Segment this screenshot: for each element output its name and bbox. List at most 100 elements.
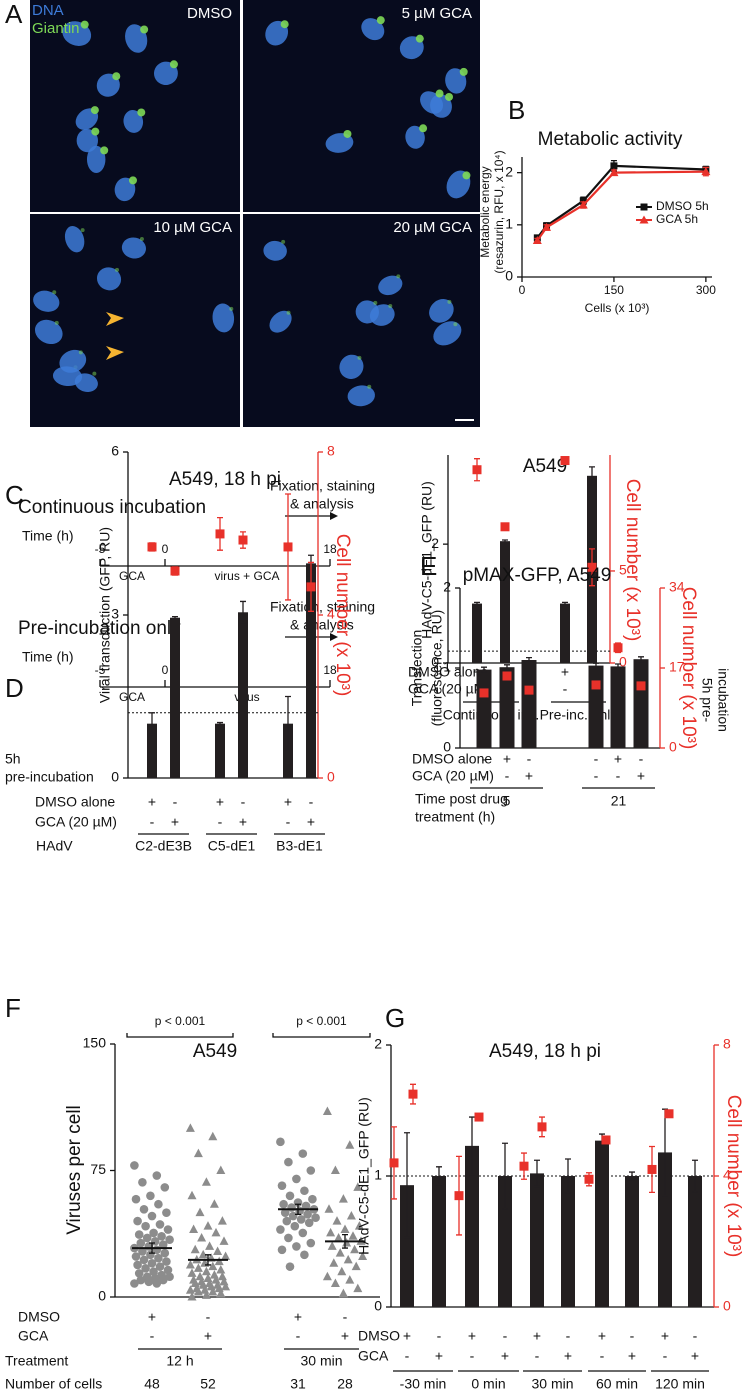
note: incubation: [715, 668, 731, 732]
cell-point: [185, 1123, 195, 1132]
tick-label: 0: [98, 1288, 106, 1304]
timeline-ticks: [99, 680, 331, 687]
cell-point: [158, 1275, 168, 1285]
error-bar: [629, 1171, 635, 1181]
cell-point: [138, 1247, 147, 1256]
cell-point: [340, 1224, 350, 1234]
bar: [498, 1176, 512, 1307]
cell-number-marker: [238, 535, 248, 545]
cell-point: [136, 1238, 146, 1248]
treatment-label: DMSO: [358, 1328, 400, 1344]
group-label: 30 min: [531, 1376, 573, 1392]
cell-point: [131, 1194, 141, 1204]
error-bar: [593, 662, 599, 669]
channel-label: DNA: [32, 2, 64, 19]
cell-point: [217, 1216, 227, 1225]
legend-marker: [639, 215, 649, 224]
treatment-mark: -: [594, 751, 599, 767]
cell-point: [157, 1231, 166, 1241]
cell-point: [335, 1248, 345, 1257]
treatment-mark: -: [482, 751, 487, 767]
group-label: C2-dE3B: [135, 838, 192, 854]
sem-bar: [342, 1233, 348, 1249]
cell-point: [162, 1208, 171, 1217]
error-bar: [240, 600, 246, 624]
treatment-mark: +: [564, 1348, 572, 1364]
note: 5h pre-: [699, 678, 715, 723]
group-label: B3-dE1: [276, 838, 323, 854]
group-label: 21: [611, 793, 627, 809]
cell-point: [208, 1261, 218, 1271]
treatment-mark: +: [148, 1309, 156, 1325]
bar: [465, 1145, 479, 1307]
treatment-mark: +: [691, 1348, 699, 1364]
treatment-mark: +: [307, 814, 315, 830]
golgi: [343, 129, 352, 138]
treatment-mark: -: [309, 794, 314, 810]
bar: [561, 1176, 575, 1307]
significance-label: p < 0.001: [155, 1014, 206, 1028]
scheme-title: Pre-incubation only: [18, 618, 181, 639]
cell-point: [134, 1269, 144, 1278]
cell-number-marker: [537, 1122, 547, 1132]
treatment-mark: -: [437, 1328, 442, 1344]
point: [609, 168, 619, 177]
cell-point: [187, 1190, 197, 1200]
cell-number-marker: [474, 1112, 484, 1122]
bar: [658, 1152, 672, 1307]
cell-number-marker: [584, 1174, 594, 1184]
cell-point: [354, 1221, 364, 1230]
scheme-endpoint: & analysis: [290, 496, 354, 512]
treatment-label: DMSO alone: [408, 664, 488, 680]
treatment-mark: -: [173, 794, 178, 810]
golgi: [229, 306, 234, 311]
golgi: [376, 16, 385, 25]
golgi: [139, 237, 144, 242]
error-bar: [285, 695, 291, 752]
cell-point: [301, 1201, 311, 1211]
tick-label: 2: [505, 163, 513, 179]
groups-title: treatment (h): [415, 809, 495, 825]
phase: GCA: [119, 690, 145, 704]
treatment-label: DMSO alone: [412, 751, 492, 767]
treatment-mark: +: [637, 768, 645, 784]
tick-label: 150: [83, 1035, 107, 1051]
cell-point: [350, 1244, 360, 1254]
cell-point: [290, 1221, 300, 1231]
timepoint: 18: [323, 542, 337, 556]
cell-point: [147, 1258, 157, 1268]
point: [578, 200, 588, 209]
chart-title: A549, 18 h pi: [169, 469, 281, 490]
tick-label: 0: [111, 769, 119, 785]
point: [542, 222, 552, 231]
cell-point: [163, 1225, 173, 1234]
cell-point: [284, 1157, 293, 1167]
cell-point: [216, 1288, 226, 1298]
cell-point: [296, 1215, 306, 1224]
bar: [306, 563, 316, 778]
treatment-mark: +: [341, 1328, 349, 1344]
cell-number-marker: [479, 688, 489, 698]
treatment-mark: -: [563, 681, 568, 697]
tick-label: 6: [111, 443, 119, 459]
group-label: 120 min: [655, 1376, 705, 1392]
golgi: [100, 146, 109, 155]
nucleus: [76, 128, 98, 153]
condition-label: 10 µM GCA: [153, 219, 232, 236]
treatment-mark: +: [284, 794, 292, 810]
ylabel: Transfection: [409, 630, 425, 707]
cell-number-marker: [560, 456, 570, 466]
panel-label: E: [420, 551, 437, 581]
bar: [400, 1185, 414, 1307]
cell-number-marker: [647, 1164, 657, 1174]
ylabel: Viral transduction (GFP, RU): [97, 527, 113, 703]
cell-point: [292, 1242, 301, 1251]
cell-point: [141, 1221, 150, 1231]
nucleus: [429, 299, 454, 323]
tick-label: 0: [327, 769, 335, 785]
golgi: [115, 267, 120, 272]
cell-point: [345, 1140, 355, 1149]
tick-label: 1: [443, 659, 451, 675]
nucleus: [75, 108, 99, 130]
y-label: Metabolic energy: [478, 166, 492, 257]
